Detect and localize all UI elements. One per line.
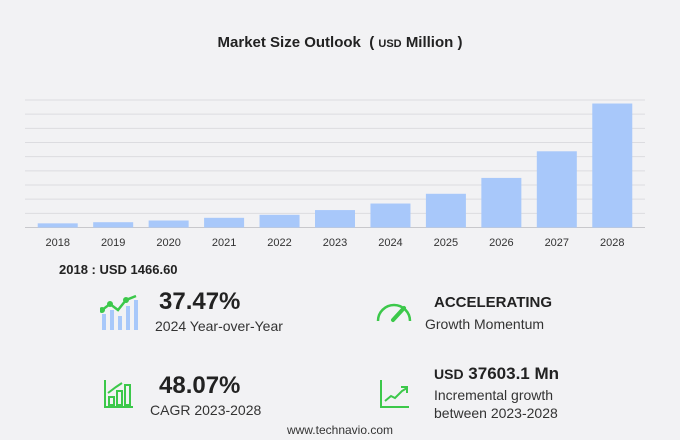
bar-2025 [425, 193, 466, 228]
x-tick-label: 2020 [156, 237, 180, 249]
bar-2024 [370, 203, 411, 228]
trend-up-icon [380, 380, 409, 408]
incremental-amount: 37603.1 Mn [468, 364, 560, 383]
bar-2019 [93, 222, 134, 228]
x-tick-label: 2024 [378, 237, 402, 249]
x-tick-label: 2021 [212, 237, 236, 249]
growth-chart-icon [100, 294, 138, 330]
bar-2020 [148, 220, 189, 228]
momentum-value: ACCELERATING [434, 294, 553, 311]
x-tick-label: 2028 [600, 237, 624, 249]
cagr-value: 48.07% [159, 372, 241, 399]
x-tick-label: 2026 [489, 237, 513, 249]
unit-suffix: ) [453, 34, 463, 51]
base-year-value: 2018 : USD 1466.60 [59, 262, 178, 277]
title-text: Market Size Outlook [217, 34, 361, 51]
cagr-label: CAGR 2023-2028 [150, 402, 262, 418]
unit-currency: USD [378, 38, 402, 50]
x-tick-label: 2018 [45, 237, 69, 249]
incremental-label-1: Incremental growth [434, 387, 554, 403]
bar-2023 [315, 210, 355, 228]
bar-2021 [204, 217, 245, 228]
x-tick-label: 2023 [323, 237, 347, 249]
bar-2018 [37, 223, 78, 228]
x-tick-label: 2022 [267, 237, 291, 249]
incremental-value: USD 37603.1 Mn [434, 364, 559, 384]
incremental-currency: USD [434, 366, 464, 382]
incremental-label-2: between 2023-2028 [434, 405, 558, 421]
bar-growth-icon [104, 380, 133, 408]
footer-url: www.technavio.com [286, 423, 394, 437]
x-tick-label: 2025 [434, 237, 458, 249]
bar-2027 [536, 151, 577, 228]
unit-prefix: ( [369, 34, 379, 51]
yoy-value: 37.47% [159, 288, 241, 315]
yoy-label: 2024 Year-over-Year [155, 318, 283, 334]
x-tick-label: 2027 [545, 237, 569, 249]
unit-label: Million [405, 34, 454, 51]
bar-2022 [259, 214, 300, 228]
x-tick-label: 2019 [101, 237, 125, 249]
momentum-label: Growth Momentum [425, 316, 545, 332]
bar-chart: 2018 2019 2020 2021 2022 2023 2024 2025 2026 2027… [25, 99, 645, 249]
bar-2028 [592, 103, 633, 228]
chart-title: Market Size Outlook ( USD Million ) [0, 34, 680, 51]
bar-2026 [481, 177, 522, 228]
speedometer-icon [376, 303, 412, 322]
